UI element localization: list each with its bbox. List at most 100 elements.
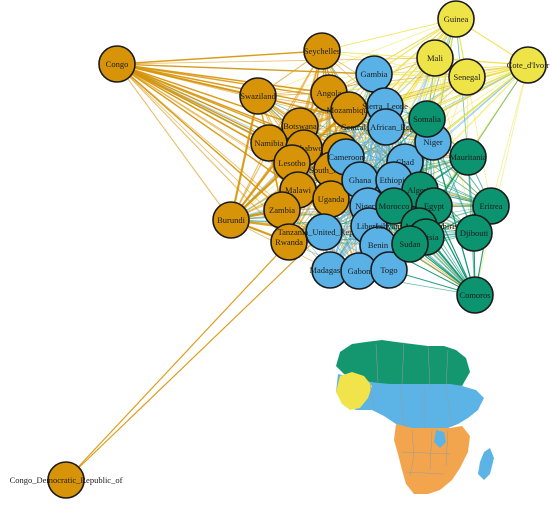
node-circle	[437, 0, 475, 38]
node-label: Eritrea	[479, 201, 502, 211]
node-label: Seychelles	[304, 46, 340, 56]
edge-Guinea-Mozambique	[348, 18, 457, 111]
node-label: Gabon	[348, 266, 371, 276]
node-Morocco[interactable]: Morocco	[375, 187, 413, 225]
node-Guinea[interactable]: Guinea	[437, 0, 475, 38]
node-label: Congo_Democratic_Republic_of	[10, 475, 123, 485]
node-label: Somalia	[413, 114, 441, 124]
node-label: Mali	[427, 53, 444, 63]
node-label: Niger	[423, 137, 443, 147]
node-circle	[472, 187, 510, 225]
node-label: Lesotho	[278, 158, 305, 168]
node-Burundi[interactable]: Burundi	[212, 201, 250, 239]
node-label: Sierra_Leone	[362, 101, 408, 111]
node-label: Chad	[396, 157, 415, 167]
edge-Burundi-Swaziland	[229, 95, 260, 221]
node-Tanzania[interactable]: Tanzania_United_Republic	[278, 213, 371, 251]
node-label: Namibia	[254, 138, 283, 148]
node-Congo[interactable]: Congo	[98, 45, 136, 83]
node-Seychelles[interactable]: Seychelles	[303, 32, 341, 70]
node-Djibouti[interactable]: Djibouti	[455, 214, 493, 252]
node-circle	[270, 223, 308, 261]
node-Senegal[interactable]: Senegal	[448, 58, 486, 96]
node-circle	[367, 108, 405, 146]
node-label: Zimbabwe	[286, 143, 323, 153]
node-Sudan[interactable]: Sudan	[391, 225, 429, 263]
node-label: Zambia	[269, 205, 295, 215]
node-circle	[448, 58, 486, 96]
edge-Seychelles-Eritrea	[321, 50, 492, 207]
edge-Guinea-Angola	[328, 18, 457, 94]
node-label: Cameroon	[328, 152, 364, 162]
edge-Comoros-Niger	[432, 141, 476, 296]
node-circle	[370, 251, 408, 289]
node-Cote[interactable]: Cote_d'Ivoir	[507, 46, 550, 84]
map-madagascar	[478, 448, 494, 480]
node-label: Cote_d'Ivoir	[507, 60, 550, 70]
edge-Senegal-Angola	[328, 76, 468, 94]
node-label: Senegal	[454, 72, 482, 82]
node-Gambia[interactable]: Gambia	[355, 55, 393, 93]
node-Mauritania[interactable]: Mauritania	[449, 138, 487, 176]
node-label: Morocco	[379, 201, 410, 211]
node-label: Mauritania	[449, 152, 487, 162]
node-Swaziland[interactable]: Swaziland	[239, 77, 277, 115]
node-circle	[456, 276, 494, 314]
node-CAR[interactable]: Central_African_Republic	[341, 108, 431, 146]
node-circle	[416, 39, 454, 77]
node-Mali[interactable]: Mali	[416, 39, 454, 77]
edge-Congo-Zambia	[116, 63, 283, 211]
edge-Congo-Gambia	[116, 63, 375, 75]
node-label: Rwanda	[275, 237, 303, 247]
edge-Cote-Eritrea	[490, 64, 529, 207]
node-label: Algeria	[407, 185, 433, 195]
node-label: Gambia	[361, 69, 388, 79]
node-label: Botswana	[283, 121, 317, 131]
node-label: Sudan	[399, 239, 421, 249]
node-circle	[375, 187, 413, 225]
africa-inset-map	[336, 340, 494, 494]
node-label: Madagascar	[309, 265, 350, 275]
edge-Congo-Botswana	[116, 63, 301, 127]
node-label: Egypt	[424, 201, 445, 211]
node-Somalia[interactable]: Somalia	[408, 100, 446, 138]
edge-Burundi-CAR	[230, 126, 387, 221]
node-Rwanda[interactable]: Rwanda	[270, 223, 308, 261]
node-Zambia[interactable]: Zambia	[263, 191, 301, 229]
node-label: Togo	[380, 265, 397, 275]
node-label: Djibouti	[460, 228, 489, 238]
node-label: Central_African_Republic	[341, 122, 431, 132]
edge-Congo-Malawi	[116, 63, 299, 191]
node-circle	[449, 138, 487, 176]
node-label: Ethiopia	[380, 175, 409, 185]
edge-Guinea-Seychelles	[321, 18, 457, 52]
node-Comoros[interactable]: Comoros	[456, 276, 494, 314]
map-region-west	[336, 372, 372, 410]
node-label: Malawi	[285, 185, 312, 195]
node-label: Swaziland	[240, 91, 276, 101]
node-circle	[391, 225, 429, 263]
edge-Mali-Swaziland	[257, 57, 436, 97]
node-label: Liberia	[357, 221, 382, 231]
edge-CongoDR-Tanzania	[65, 231, 325, 481]
node-label: Benin	[368, 240, 389, 250]
node-label: Guinea	[444, 14, 469, 24]
node-circle	[455, 214, 493, 252]
node-circle	[305, 213, 343, 251]
node-circle	[47, 461, 85, 499]
node-circle	[509, 46, 547, 84]
node-label: Ghana	[349, 175, 371, 185]
node-layer: Guinea Mali Senegal Cote_d'Ivoir Congo Seyche…	[10, 0, 550, 499]
node-circle	[212, 201, 250, 239]
node-Eritrea[interactable]: Eritrea	[472, 187, 510, 225]
node-CongoDR[interactable]: Congo_Democratic_Republic_of	[10, 461, 123, 499]
node-Togo[interactable]: Togo	[370, 251, 408, 289]
edge-Congo-Seychelles	[116, 50, 323, 65]
node-circle	[239, 77, 277, 115]
node-label: South_Africa	[309, 165, 355, 175]
map-lake	[434, 430, 446, 448]
node-label: Mozambique	[327, 105, 372, 115]
node-label: Nigeria	[355, 201, 381, 211]
node-circle	[303, 32, 341, 70]
